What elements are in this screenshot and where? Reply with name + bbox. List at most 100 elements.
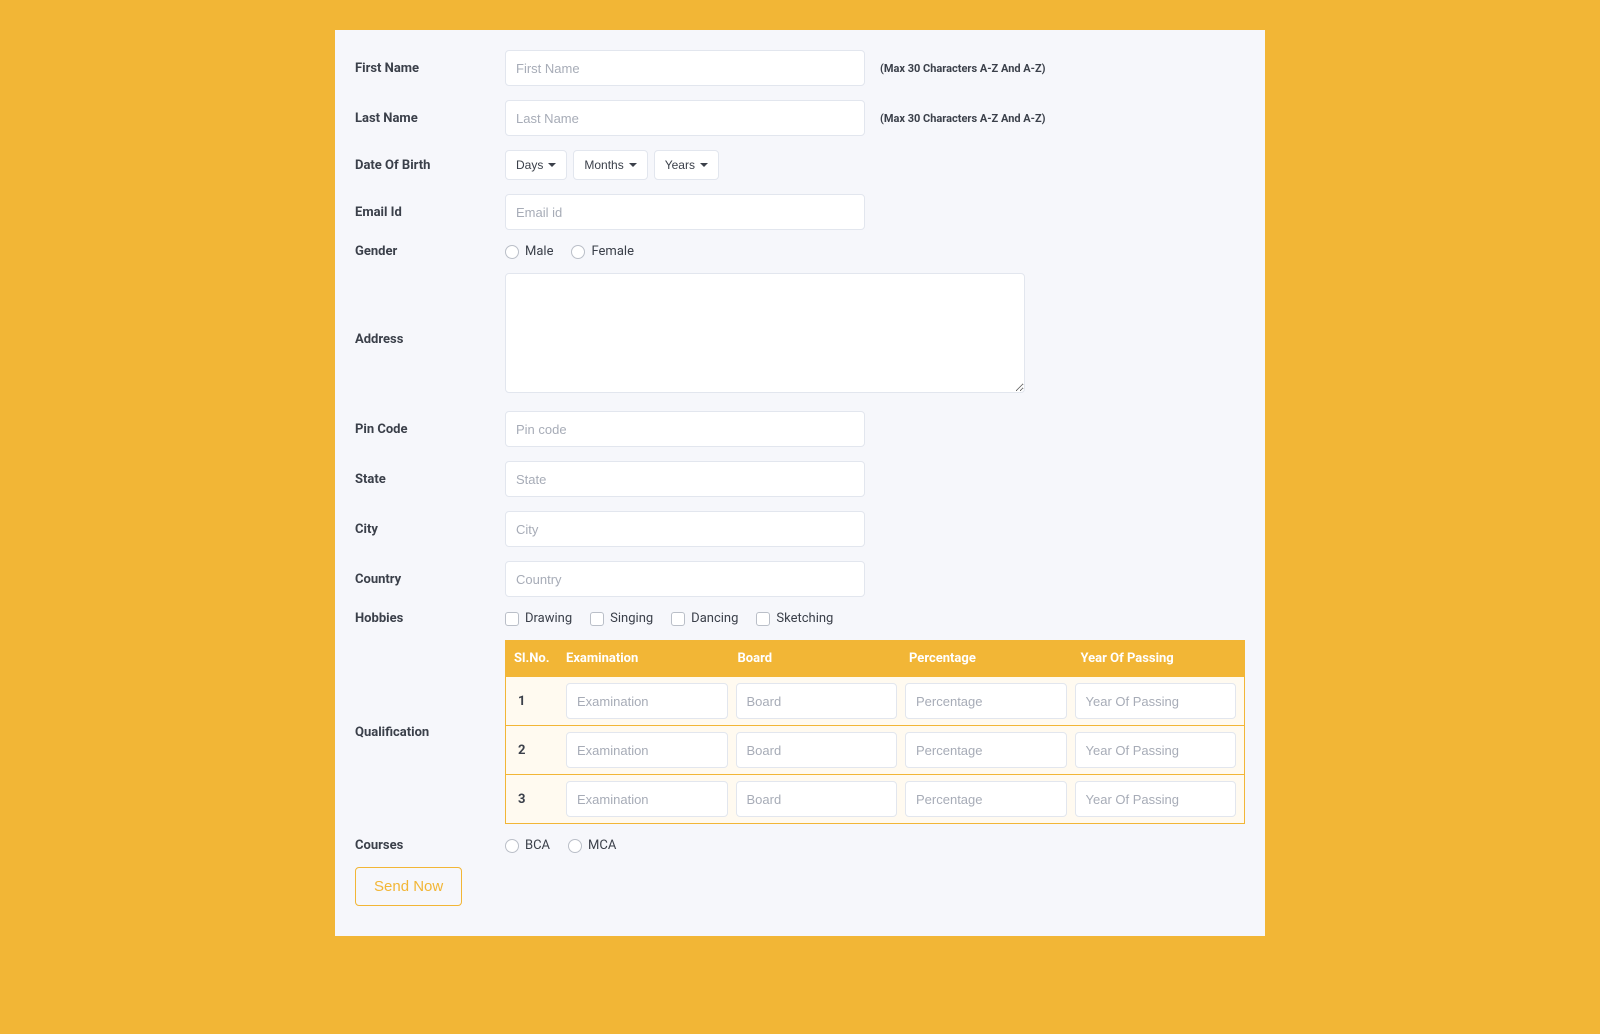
percentage-input[interactable] xyxy=(905,683,1067,719)
city-input[interactable] xyxy=(505,511,865,547)
board-input[interactable] xyxy=(736,781,898,817)
checkbox-icon xyxy=(590,612,604,626)
form-card: First Name (Max 30 Characters A-Z And A-… xyxy=(335,30,1265,936)
exam-input[interactable] xyxy=(566,732,728,768)
checkbox-icon xyxy=(671,612,685,626)
control-country xyxy=(505,561,865,597)
radio-icon xyxy=(505,839,519,853)
control-dob: Days Months Years xyxy=(505,150,1245,180)
exam-input[interactable] xyxy=(566,683,728,719)
dob-days-label: Days xyxy=(516,158,543,172)
dob-months-button[interactable]: Months xyxy=(573,150,647,180)
label-qualification: Qualification xyxy=(355,725,505,740)
board-input[interactable] xyxy=(736,732,898,768)
radio-icon xyxy=(571,245,585,259)
state-input[interactable] xyxy=(505,461,865,497)
label-courses: Courses xyxy=(355,838,505,853)
label-hobbies: Hobbies xyxy=(355,611,505,626)
checkbox-icon xyxy=(756,612,770,626)
qualification-table-body: 123 xyxy=(506,676,1244,823)
gender-female-label: Female xyxy=(591,244,633,259)
last-name-input[interactable] xyxy=(505,100,865,136)
year-input[interactable] xyxy=(1075,781,1237,817)
control-city xyxy=(505,511,865,547)
header-exam: Examination xyxy=(558,641,730,676)
email-input[interactable] xyxy=(505,194,865,230)
row-gender: Gender Male Female xyxy=(355,244,1245,259)
checkbox-icon xyxy=(505,612,519,626)
hobby-dancing-label: Dancing xyxy=(691,611,738,626)
label-gender: Gender xyxy=(355,244,505,259)
control-state xyxy=(505,461,865,497)
label-last-name: Last Name xyxy=(355,111,505,126)
control-courses: BCA MCA xyxy=(505,838,1245,853)
hobby-dancing-checkbox[interactable]: Dancing xyxy=(671,611,738,626)
exam-input[interactable] xyxy=(566,781,728,817)
qualification-row: 3 xyxy=(506,774,1244,823)
label-first-name: First Name xyxy=(355,61,505,76)
radio-icon xyxy=(568,839,582,853)
control-email xyxy=(505,194,865,230)
row-courses: Courses BCA MCA xyxy=(355,838,1245,853)
label-state: State xyxy=(355,472,505,487)
label-city: City xyxy=(355,522,505,537)
row-dob: Date Of Birth Days Months Years xyxy=(355,150,1245,180)
qualification-table: Sl.No. Examination Board Percentage Year… xyxy=(505,640,1245,824)
row-hobbies: Hobbies Drawing Singing Dancing Sketchin… xyxy=(355,611,1245,626)
header-percentage: Percentage xyxy=(901,641,1073,676)
dob-days-button[interactable]: Days xyxy=(505,150,567,180)
row-state: State xyxy=(355,461,1245,497)
hint-first-name: (Max 30 Characters A-Z And A-Z) xyxy=(880,62,1046,75)
qualification-table-header: Sl.No. Examination Board Percentage Year… xyxy=(506,641,1244,676)
caret-down-icon xyxy=(629,163,637,167)
control-hobbies: Drawing Singing Dancing Sketching xyxy=(505,611,1245,626)
caret-down-icon xyxy=(700,163,708,167)
header-board: Board xyxy=(730,641,902,676)
board-input[interactable] xyxy=(736,683,898,719)
hobby-drawing-checkbox[interactable]: Drawing xyxy=(505,611,572,626)
first-name-input[interactable] xyxy=(505,50,865,86)
hobby-sketching-checkbox[interactable]: Sketching xyxy=(756,611,833,626)
caret-down-icon xyxy=(548,163,556,167)
percentage-input[interactable] xyxy=(905,781,1067,817)
course-bca-radio[interactable]: BCA xyxy=(505,838,550,853)
control-pincode xyxy=(505,411,865,447)
control-gender: Male Female xyxy=(505,244,1245,259)
courses-radio-group: BCA MCA xyxy=(505,838,1245,853)
hobbies-checkbox-group: Drawing Singing Dancing Sketching xyxy=(505,611,1245,626)
qualification-row: 2 xyxy=(506,725,1244,774)
radio-icon xyxy=(505,245,519,259)
label-email: Email Id xyxy=(355,205,505,220)
header-slno: Sl.No. xyxy=(506,641,558,676)
pincode-input[interactable] xyxy=(505,411,865,447)
row-qualification: Qualification Sl.No. Examination Board P… xyxy=(355,640,1245,824)
row-city: City xyxy=(355,511,1245,547)
percentage-input[interactable] xyxy=(905,732,1067,768)
year-input[interactable] xyxy=(1075,732,1237,768)
hobby-drawing-label: Drawing xyxy=(525,611,572,626)
address-textarea[interactable] xyxy=(505,273,1025,393)
header-year: Year Of Passing xyxy=(1073,641,1245,676)
gender-male-radio[interactable]: Male xyxy=(505,244,553,259)
dob-months-label: Months xyxy=(584,158,623,172)
country-input[interactable] xyxy=(505,561,865,597)
control-first-name xyxy=(505,50,865,86)
row-address: Address xyxy=(355,273,1245,397)
label-dob: Date Of Birth xyxy=(355,158,505,173)
control-address xyxy=(505,273,1025,397)
row-pincode: Pin Code xyxy=(355,411,1245,447)
hobby-singing-label: Singing xyxy=(610,611,653,626)
row-country: Country xyxy=(355,561,1245,597)
course-mca-radio[interactable]: MCA xyxy=(568,838,616,853)
send-now-button[interactable]: Send Now xyxy=(355,867,462,906)
year-input[interactable] xyxy=(1075,683,1237,719)
label-address: Address xyxy=(355,324,505,347)
gender-male-label: Male xyxy=(525,244,553,259)
row-email: Email Id xyxy=(355,194,1245,230)
label-pincode: Pin Code xyxy=(355,422,505,437)
hobby-singing-checkbox[interactable]: Singing xyxy=(590,611,653,626)
slno-cell: 2 xyxy=(514,743,558,758)
dob-years-button[interactable]: Years xyxy=(654,150,719,180)
gender-female-radio[interactable]: Female xyxy=(571,244,633,259)
course-mca-label: MCA xyxy=(588,838,616,853)
